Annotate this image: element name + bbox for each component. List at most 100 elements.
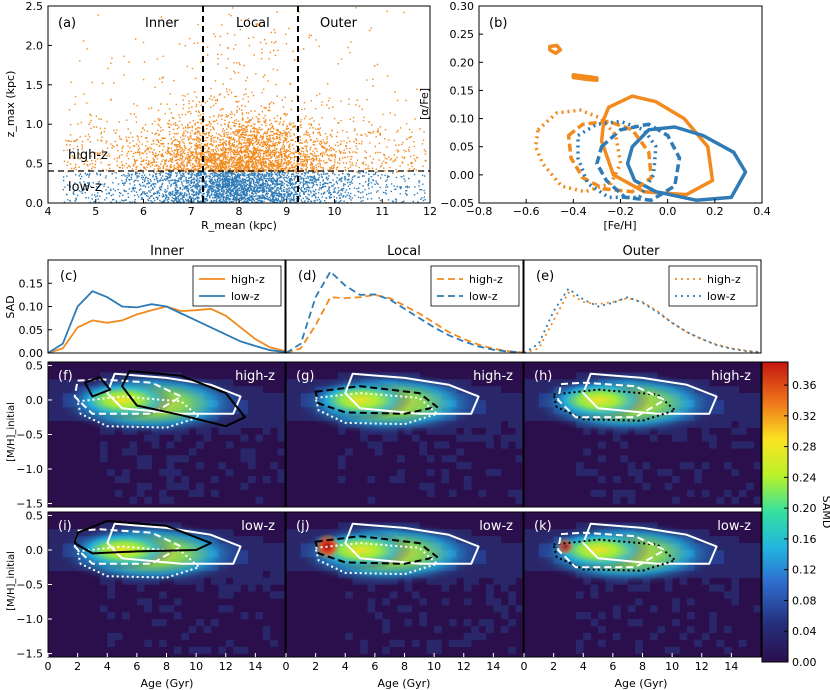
x-tick-label: 4 xyxy=(45,205,52,218)
heatmap-cell xyxy=(255,434,264,442)
heatmap-cell xyxy=(672,598,680,606)
heatmap-cell xyxy=(723,489,732,497)
heatmap-cell xyxy=(159,489,167,497)
heatmap-cell xyxy=(55,563,64,571)
heatmap-cell xyxy=(456,448,465,456)
heatmap-cell xyxy=(598,475,606,484)
heatmap-cell xyxy=(716,584,725,592)
heatmap-cell xyxy=(99,448,108,456)
heatmap-cell xyxy=(471,420,479,428)
heatmap-cell xyxy=(485,619,494,627)
heatmap-cell xyxy=(716,406,725,415)
panel-b-xlabel: [Fe/H] xyxy=(603,219,636,232)
heatmap-cell xyxy=(255,386,264,394)
x-tick-label: 0.0 xyxy=(659,205,677,218)
heatmap-cell xyxy=(508,420,516,428)
heatmap-cell xyxy=(382,598,390,606)
heatmap-cell xyxy=(419,619,428,627)
heatmap-panel-g: (g) high-z xyxy=(285,361,524,508)
heatmap-cell xyxy=(664,646,673,654)
heatmap-cell xyxy=(255,577,264,585)
heatmap-cell xyxy=(598,489,606,497)
heatmap-cell xyxy=(620,441,628,449)
heatmap-cell xyxy=(225,379,234,387)
heatmap-cell xyxy=(485,393,494,401)
heatmap-cell xyxy=(746,556,754,565)
heatmap-cell xyxy=(627,619,636,627)
heatmap-cell xyxy=(463,529,472,537)
y-tick-label: −1.0 xyxy=(16,463,43,476)
heatmap-cell xyxy=(382,646,390,654)
heatmap-cell xyxy=(524,536,532,544)
heatmap-cell xyxy=(686,489,695,497)
heatmap-cell xyxy=(122,475,130,484)
heatmap-cell xyxy=(262,549,271,558)
heatmap-cell xyxy=(270,549,278,558)
heatmap-cell xyxy=(136,482,145,491)
panel-b-frame xyxy=(478,5,763,204)
x-tick-label: 4 xyxy=(342,660,349,673)
heatmap-cell xyxy=(374,441,383,449)
heatmap-cell xyxy=(635,475,643,484)
heatmap-cell xyxy=(389,434,398,442)
heatmap-cell xyxy=(731,536,740,544)
heatmap-cell xyxy=(448,577,457,585)
heatmap-cell xyxy=(485,413,494,421)
heatmap-cell xyxy=(308,529,316,537)
heatmap-cell xyxy=(716,563,725,571)
sad-line-low-z xyxy=(285,270,524,354)
heatmap-cell xyxy=(485,563,494,571)
heatmap-cell xyxy=(471,563,479,571)
heatmap-cell xyxy=(500,605,509,613)
heatmap-cell xyxy=(508,543,516,551)
heatmap-cell xyxy=(664,482,673,491)
heatmap-cell xyxy=(122,448,130,456)
heatmap-cell xyxy=(515,399,524,408)
heatmap-cell xyxy=(524,399,532,408)
heatmap-cell xyxy=(247,543,256,551)
heatmap-cell xyxy=(136,584,145,592)
heatmap-panel-label: (g) xyxy=(296,369,314,384)
heatmap-cell xyxy=(240,570,249,578)
heatmap-cell xyxy=(493,536,502,544)
x-tick-label: −0.8 xyxy=(466,205,493,218)
heatmap-cell xyxy=(255,570,264,578)
contour-dotted xyxy=(314,392,439,426)
heatmap-cell xyxy=(225,427,234,435)
heatmap-cell xyxy=(538,529,547,537)
heatmap-cell xyxy=(270,462,278,470)
heatmap-cell xyxy=(136,462,145,470)
heatmap-cell xyxy=(55,536,64,544)
heatmap-xlabel-inner: Age (Gyr) xyxy=(141,677,194,690)
heatmap-cell xyxy=(493,563,502,571)
heatmap-cell xyxy=(679,427,688,435)
heatmap-cell xyxy=(746,399,754,408)
y-tick-label: 1.0 xyxy=(26,118,44,131)
heatmap-cell xyxy=(731,591,740,599)
heatmap-cell xyxy=(308,379,316,387)
heatmap-cell xyxy=(225,639,234,647)
heatmap-cell xyxy=(345,632,353,641)
x-tick-label: 10 xyxy=(427,660,441,673)
heatmap-cell xyxy=(166,455,175,463)
heatmap-cell xyxy=(99,441,108,449)
heatmap-cell xyxy=(463,434,472,442)
heatmap-cell xyxy=(478,543,487,551)
heatmap-cell xyxy=(247,406,256,415)
heatmap-cell xyxy=(48,393,56,401)
heatmap-cell xyxy=(48,399,56,408)
sad-ylabel: SAD xyxy=(4,295,17,318)
heatmap-cell xyxy=(48,386,56,394)
x-tick-label: 10 xyxy=(665,660,679,673)
heatmap-cell xyxy=(233,584,241,592)
heatmap-cell xyxy=(210,577,219,585)
y-tick-label: 0.15 xyxy=(19,277,44,290)
heatmap-cell xyxy=(738,406,747,415)
heatmap-cell xyxy=(262,584,271,592)
contour-inner-high-z xyxy=(571,72,599,83)
heatmap-cell xyxy=(531,386,540,394)
heatmap-cell xyxy=(367,475,376,484)
heatmap-cell xyxy=(598,441,606,449)
heatmap-cell xyxy=(485,556,494,565)
heatmap-cell xyxy=(642,482,651,491)
